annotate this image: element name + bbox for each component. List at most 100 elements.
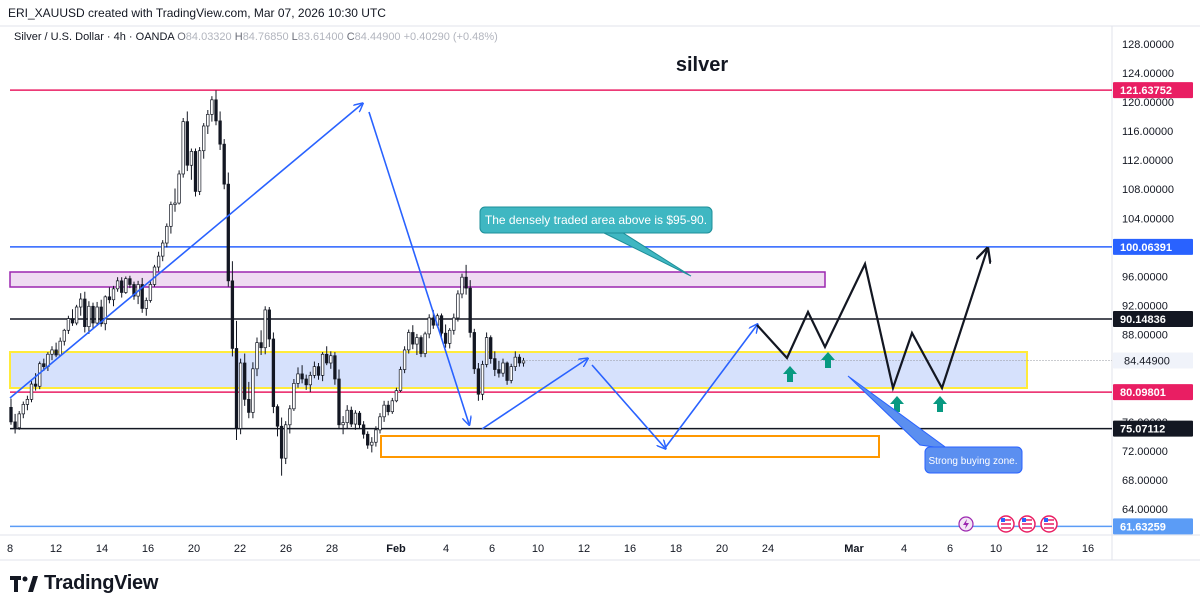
price-line-label: 80.09801 xyxy=(1120,387,1166,399)
candle-body xyxy=(423,333,427,354)
candle-body xyxy=(513,356,517,367)
y-tick-label: 112.00000 xyxy=(1122,155,1173,167)
candle-body xyxy=(206,114,210,127)
x-tick-label: 10 xyxy=(990,543,1002,555)
candle-body xyxy=(509,366,513,381)
candle-body xyxy=(50,349,54,355)
candle-body xyxy=(87,305,91,327)
last-price-label: 84.44900 xyxy=(1124,355,1170,367)
x-tick-label: 16 xyxy=(142,543,154,555)
candle-body xyxy=(402,349,407,370)
candle-body xyxy=(316,366,321,376)
candle-body xyxy=(275,406,280,427)
candle-body xyxy=(501,362,505,374)
blue-trend-arrows xyxy=(9,104,757,448)
candle-body xyxy=(42,363,46,367)
price-line-badge xyxy=(1113,82,1193,99)
candle-body xyxy=(222,143,226,185)
candle-body xyxy=(300,373,304,380)
event-icons[interactable] xyxy=(958,515,1058,533)
price-line-badge xyxy=(1113,384,1193,401)
price-line-label: 75.07112 xyxy=(1120,424,1165,436)
candle-body xyxy=(419,337,423,354)
candle-body xyxy=(415,337,419,345)
candle-body xyxy=(476,368,481,395)
candle-body xyxy=(140,284,144,309)
tradingview-logo-icon xyxy=(10,575,38,592)
candle-body xyxy=(115,280,120,290)
candle-body xyxy=(263,309,267,349)
callout-text: The densely traded area above is $95-90. xyxy=(485,213,707,227)
candle-body xyxy=(472,332,476,370)
candle-body xyxy=(386,404,390,413)
candle-body xyxy=(58,340,62,356)
tradingview-logo[interactable]: TradingView xyxy=(10,572,158,595)
candle-body xyxy=(333,355,337,380)
candle-body xyxy=(325,353,329,364)
candle-body xyxy=(357,412,362,426)
price-line-label: 100.06391 xyxy=(1120,242,1172,254)
candle-body xyxy=(193,151,198,192)
candle-body xyxy=(370,441,374,446)
candle-body xyxy=(29,383,34,400)
y-tick-label: 88.00000 xyxy=(1122,330,1168,342)
candle-body xyxy=(505,362,509,381)
flag-canton xyxy=(1022,518,1026,522)
candle-body xyxy=(407,332,411,351)
last-price-badge xyxy=(1113,352,1193,369)
candle-body xyxy=(197,150,202,192)
y-tick-label: 72.00000 xyxy=(1122,446,1168,458)
price-line-label: 90.14836 xyxy=(1120,314,1166,326)
candle-body xyxy=(83,298,87,327)
high-label: H xyxy=(234,31,243,43)
flag-canton xyxy=(1001,518,1005,522)
candle-body xyxy=(312,366,317,376)
candle-body xyxy=(111,288,116,301)
purple-zone xyxy=(9,271,826,288)
buying-callout-text: Strong buying zone. xyxy=(929,456,1018,467)
candle-body xyxy=(185,121,189,166)
candle-body xyxy=(33,383,38,387)
candle-body xyxy=(497,369,501,374)
symbol-name: Silver / U.S. Dollar · 4h · OANDA xyxy=(14,31,175,43)
candle-body xyxy=(361,424,366,435)
y-tick-label: 92.00000 xyxy=(1122,301,1168,313)
candle-body xyxy=(398,369,403,391)
low-value: 83.61400 xyxy=(297,31,344,43)
x-tick-label: 6 xyxy=(947,543,953,555)
candle-body xyxy=(214,99,218,122)
y-tick-label: 64.00000 xyxy=(1122,504,1168,516)
price-line-label: 121.63752 xyxy=(1120,85,1172,97)
candle-body xyxy=(202,125,206,152)
candle-body xyxy=(480,364,485,395)
candle-body xyxy=(120,280,124,293)
callout-pointer xyxy=(599,230,692,277)
candle-body xyxy=(304,378,308,386)
x-tick-label: Feb xyxy=(386,543,406,555)
y-tick-label: 124.00000 xyxy=(1122,68,1174,80)
candle-body xyxy=(243,362,247,400)
open-value: 84.03320 xyxy=(185,31,232,43)
candle-body xyxy=(218,120,222,145)
candle-body xyxy=(79,298,83,308)
x-tick-label: 4 xyxy=(901,543,907,555)
y-tick-label: 68.00000 xyxy=(1122,475,1168,487)
x-tick-label: 22 xyxy=(234,543,246,555)
candle-body xyxy=(341,422,345,426)
candle-body xyxy=(296,373,300,384)
high-value: 84.76850 xyxy=(242,31,289,43)
candle-body xyxy=(177,173,181,204)
change-value: +0.40290 (+0.48%) xyxy=(403,31,498,43)
y-tick-label: 104.00000 xyxy=(1122,213,1174,225)
x-tick-label: 16 xyxy=(624,543,636,555)
y-tick-label: 128.00000 xyxy=(1122,39,1174,51)
candle-body xyxy=(169,204,173,227)
candle-body xyxy=(329,355,333,364)
candle-body xyxy=(345,409,349,423)
x-tick-label: 26 xyxy=(280,543,292,555)
candle-body xyxy=(25,398,30,405)
x-tick-label: 12 xyxy=(578,543,590,555)
candle-body xyxy=(292,382,296,410)
candle-body xyxy=(390,400,394,413)
